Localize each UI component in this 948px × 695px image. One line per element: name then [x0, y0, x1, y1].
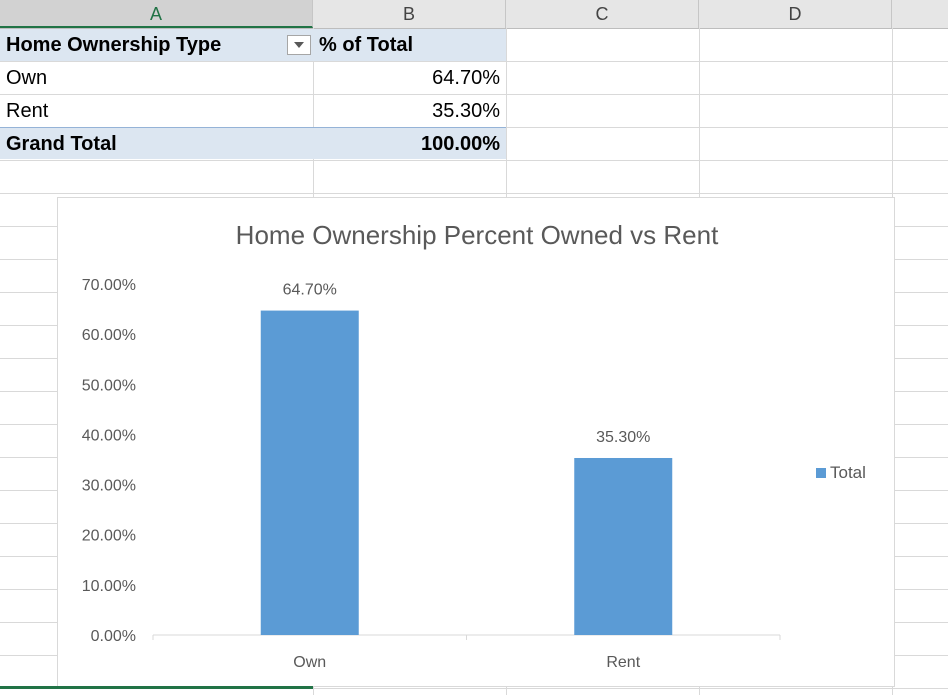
column-header-d[interactable]: D: [699, 0, 892, 28]
y-tick-label: 70.00%: [82, 277, 136, 294]
y-tick-label: 40.00%: [82, 427, 136, 444]
bar: [260, 310, 359, 635]
pivot-grand-total-label[interactable]: Grand Total: [0, 127, 313, 159]
x-tick-label: Rent: [606, 654, 640, 671]
chart-legend[interactable]: Total: [816, 463, 866, 483]
pivot-grand-total-value[interactable]: 100.00%: [313, 127, 506, 159]
pivot-header-value[interactable]: % of Total: [313, 29, 506, 61]
y-tick-label: 10.00%: [82, 578, 136, 595]
y-tick-label: 0.00%: [91, 628, 136, 645]
chart-plot-area: 0.00% 10.00% 20.00% 30.00% 40.00% 50.00% 60.00…: [82, 277, 781, 671]
y-tick-label: 30.00%: [82, 478, 136, 495]
chart-title[interactable]: Home Ownership Percent Owned vs Rent: [235, 220, 719, 250]
bar-chart[interactable]: Home Ownership Percent Owned vs Rent 0.0…: [57, 197, 895, 687]
y-tick-label: 50.00%: [82, 377, 136, 394]
column-header-c[interactable]: C: [506, 0, 699, 28]
pivot-row-label[interactable]: Rent: [6, 100, 49, 122]
filter-dropdown-button[interactable]: [287, 35, 311, 55]
chevron-down-icon: [294, 42, 304, 48]
y-tick-label: 20.00%: [82, 528, 136, 545]
column-header-row: A B C D: [0, 0, 948, 29]
data-label: 64.70%: [283, 282, 337, 299]
data-label: 35.30%: [596, 429, 650, 446]
y-tick-label: 60.00%: [82, 327, 136, 344]
column-header-e[interactable]: [892, 0, 948, 28]
selection-indicator: [0, 686, 313, 689]
pivot-header-row-label[interactable]: Home Ownership Type: [0, 29, 313, 61]
pivot-row-label[interactable]: Own: [6, 67, 48, 89]
pivot-row-value[interactable]: 35.30%: [432, 100, 500, 122]
legend-swatch: [816, 468, 826, 478]
bar: [574, 457, 673, 635]
legend-label: Total: [830, 463, 866, 482]
x-tick-label: Own: [293, 654, 326, 671]
pivot-row-value[interactable]: 64.70%: [432, 67, 500, 89]
column-header-b[interactable]: B: [313, 0, 506, 28]
column-header-a[interactable]: A: [0, 0, 313, 28]
